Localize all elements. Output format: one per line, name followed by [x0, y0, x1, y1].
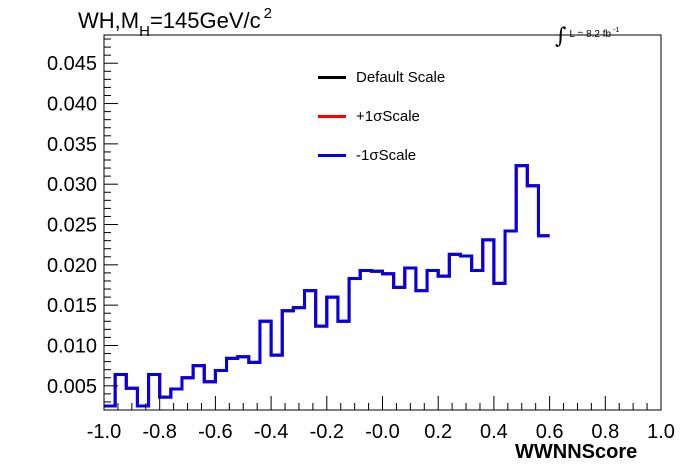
y-tick-label: 0.025 [47, 215, 97, 237]
legend-entry-default: Default Scale [318, 58, 445, 97]
x-tick-label: -0.2 [310, 421, 344, 443]
y-axis: 0.005 0.010 0.015 0.020 0.025 0.030 0.035 0.040… [47, 38, 118, 411]
series-line-0 [104, 164, 550, 408]
x-tick-label: -0.0 [365, 421, 399, 443]
y-tick-label: 0.015 [47, 295, 97, 317]
x-axis: -1.0 -0.8 -0.6 -0.4 -0.2 -0.0 0.2 0.4 0.6 0.8 1.0 [87, 396, 675, 443]
luminosity-label: ∫ L = 8.2 fb -1 [555, 24, 620, 49]
x-tick-label: 0.6 [536, 421, 564, 443]
legend-entry-minus1sigma: -1σScale [318, 136, 445, 175]
series-line-2 [104, 164, 550, 408]
x-tick-label: 1.0 [647, 421, 675, 443]
series-layer [104, 164, 550, 408]
chart-title-superscript: 2 [263, 5, 272, 22]
y-tick-label: 0.035 [47, 134, 97, 156]
y-tick-label: 0.040 [47, 94, 97, 116]
x-axis-label: WWNNScore [515, 441, 638, 463]
x-tick-label: -0.8 [142, 421, 176, 443]
y-tick-label: 0.030 [47, 174, 97, 196]
legend-label-default: Default Scale [356, 69, 446, 86]
legend-entry-plus1sigma: +1σScale [318, 97, 445, 136]
legend-label-minus1sigma: -1σScale [356, 147, 417, 164]
x-tick-label: 0.2 [424, 421, 452, 443]
y-tick-label: 0.010 [47, 335, 97, 357]
legend-label-plus1sigma: +1σScale [356, 108, 420, 125]
legend-swatch-plus1sigma [318, 115, 346, 118]
chart-title: WH,MH=145GeV/c 2 [78, 5, 272, 40]
x-tick-label: -0.6 [198, 421, 232, 443]
legend-swatch-minus1sigma [318, 154, 346, 157]
y-tick-label: 0.020 [47, 255, 97, 277]
x-tick-label: 0.4 [480, 421, 508, 443]
x-tick-label: 0.8 [591, 421, 619, 443]
y-tick-label: 0.045 [47, 53, 97, 75]
integral-sign: ∫ [555, 24, 567, 49]
chart-title-subscript: H [139, 23, 150, 40]
legend: Default Scale +1σScale -1σScale [318, 58, 445, 175]
y-tick-label: 0.005 [47, 376, 97, 398]
series-line-1 [104, 164, 550, 408]
x-tick-label: -0.4 [254, 421, 288, 443]
luminosity-superscript: -1 [613, 27, 620, 34]
legend-swatch-default [318, 76, 346, 79]
x-tick-label: -1.0 [87, 421, 121, 443]
